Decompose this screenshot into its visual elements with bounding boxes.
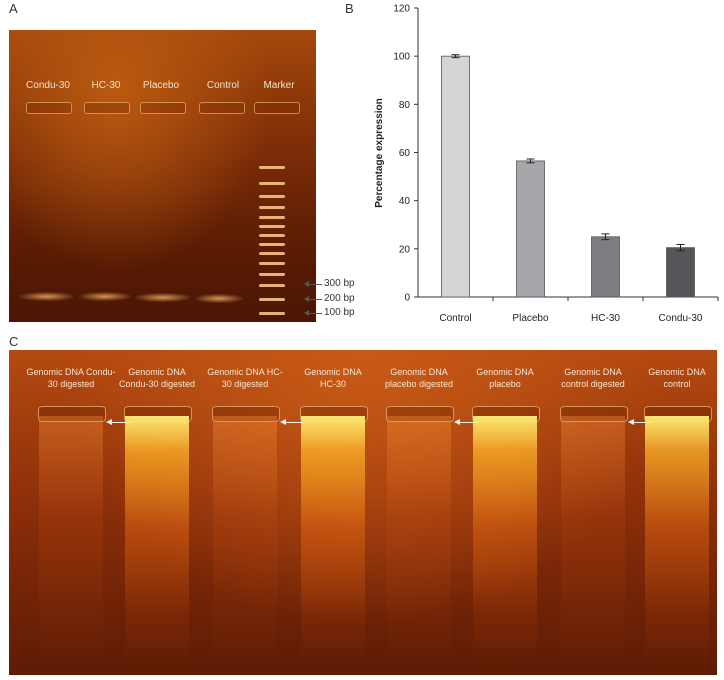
marker-ladder-band [259,182,285,185]
gel-c-lane-label: Genomic DNA Condu- 30 digested [23,366,119,390]
gel-a-band [19,292,74,301]
gel-a-image: Condu-30 HC-30 Placebo Control Marker [9,30,316,322]
gel-a-lane-condu30: Condu-30 [26,80,70,91]
gel-c-lane-label-line: Genomic DNA [304,367,362,377]
gel-a-well [254,102,300,114]
dna-smear-faint [561,416,625,666]
gel-a-lane-marker: Marker [263,80,295,91]
gel-a-band [135,293,191,302]
gel-c-lane-label-line: Genomic DNA Condu- [26,367,116,377]
gel-a-band [79,292,131,301]
gel-a-well [140,102,186,114]
y-tick-label: 120 [393,4,410,15]
gel-c-image: Genomic DNA Condu- 30 digested Genomic DNA… [9,350,717,675]
dna-smear [645,416,709,666]
gel-c-well [38,406,106,422]
y-tick-label: 60 [399,148,411,159]
gel-c-well [212,406,280,422]
gel-c-lane-label: Genomic DNA control [629,366,717,390]
gel-c-lane-label-line: Genomic DNA [390,367,448,377]
dna-smear [301,416,365,666]
bp-300-label: 300 bp [324,278,355,289]
marker-ladder-band [259,312,285,315]
gel-c-lane-label: Genomic DNA control digested [545,366,641,390]
gel-c-lane-label-line: control [663,379,691,389]
gel-a-band [195,294,243,303]
x-tick-label: HC-30 [591,313,620,324]
dna-smear-faint [387,416,451,666]
left-arrow-icon [454,419,479,425]
gel-c-lane-label-line: Condu-30 digested [118,379,196,389]
gel-a-well [84,102,130,114]
gel-a-lane-control: Control [206,80,240,91]
marker-ladder-band [259,284,285,287]
gel-c-lane-label-line: 30 digested [47,379,95,389]
gel-c-lane-label-line: Genomic DNA [476,367,534,377]
bar-placebo [516,160,545,298]
marker-ladder-band [259,216,285,219]
gel-a-lane-hc30: HC-30 [91,80,121,91]
gel-c-lane-label-line: Genomic DNA [564,367,622,377]
y-axis-label: Percentage expression [374,98,385,208]
gel-c-well [386,406,454,422]
gel-c-lane-label-line: Genomic DNA [648,367,706,377]
marker-ladder-band [259,243,285,246]
dna-smear [473,416,537,666]
marker-ladder-band [259,252,285,255]
marker-ladder-band [259,298,285,301]
y-tick-label: 40 [399,196,411,207]
gel-c-lane-label: Genomic DNA placebo digested [371,366,467,390]
marker-ladder-band [259,225,285,228]
marker-ladder-band [259,166,285,169]
panel-b-label: B [345,1,354,16]
gel-c-lane-label-line: Genomic DNA HC- [207,367,283,377]
gel-c-well [560,406,628,422]
dna-smear-faint [213,416,277,666]
y-tick-label: 0 [404,293,410,304]
marker-ladder-band [259,262,285,265]
gel-c-lane-label: Genomic DNA placebo [457,366,553,390]
gel-c-lane-label: Genomic DNA Condu-30 digested [109,366,205,390]
bar-control [441,55,470,298]
bar-condu-30 [666,247,695,298]
gel-c-lane-label: Genomic DNA HC- 30 digested [197,366,293,390]
gel-c-lane-label: Genomic DNA HC-30 [285,366,381,390]
panel-c-label: C [9,334,19,349]
y-tick-label: 100 [393,52,410,63]
bp-100-arrow [304,310,322,316]
y-tick-label: 80 [399,100,411,111]
gel-c-lane-label-line: placebo [489,379,521,389]
gel-c-lane-label-line: Genomic DNA [128,367,186,377]
dna-smear [125,416,189,666]
marker-ladder-band [259,195,285,198]
bar-hc-30 [591,236,620,298]
gel-a-well [26,102,72,114]
expression-bar-chart: 0 20 40 60 80 100 120 Control Placebo HC-30 Condu-… [374,4,719,324]
marker-ladder-band [259,206,285,209]
dna-smear-faint [39,416,103,666]
bp-200-arrow [304,296,322,302]
left-arrow-icon [280,419,305,425]
gel-a-well [199,102,245,114]
x-tick-label: Control [439,313,471,324]
left-arrow-icon [106,419,131,425]
gel-c-lane-label-line: placebo digested [384,379,454,389]
x-tick-label: Placebo [512,313,549,324]
marker-ladder-band [259,234,285,237]
marker-ladder-band [259,273,285,276]
x-tick-label: Condu-30 [659,313,703,324]
gel-a-lane-placebo: Placebo [142,80,180,91]
gel-c-lane-label-line: 30 digested [221,379,269,389]
bp-100-label: 100 bp [324,307,355,318]
gel-c-lane-label-line: control digested [561,379,625,389]
left-arrow-icon [628,419,653,425]
bp-200-label: 200 bp [324,293,355,304]
y-tick-label: 20 [399,244,411,255]
gel-c-lane-label-line: HC-30 [319,379,346,389]
panel-a-label: A [9,1,18,16]
bp-300-arrow [304,281,322,287]
